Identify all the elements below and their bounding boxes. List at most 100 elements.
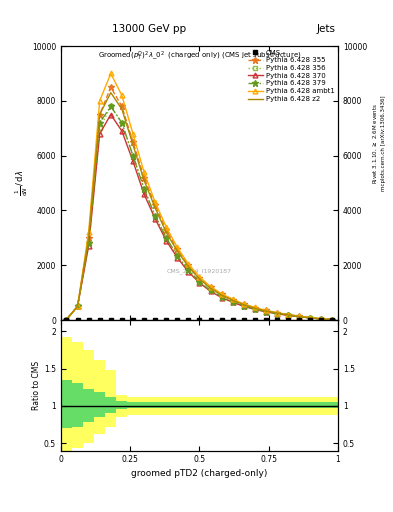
- Pythia 6.428 355: [219, 291, 224, 297]
- Pythia 6.428 379: [219, 294, 224, 300]
- Pythia 6.428 356: [330, 316, 335, 323]
- Pythia 6.428 355: [319, 315, 324, 322]
- Pythia 6.428 356: [208, 287, 213, 293]
- CMS: [275, 316, 279, 323]
- Pythia 6.428 379: [286, 312, 290, 318]
- Pythia 6.428 370: [252, 306, 257, 312]
- Pythia 6.428 370: [208, 288, 213, 294]
- CMS: [175, 316, 180, 323]
- Pythia 6.428 356: [164, 235, 169, 241]
- Pythia 6.428 z2: [208, 285, 213, 291]
- Pythia 6.428 356: [186, 267, 191, 273]
- Pythia 6.428 z2: [64, 316, 69, 323]
- CMS: [319, 316, 324, 323]
- CMS: [308, 316, 313, 323]
- Pythia 6.428 z2: [252, 305, 257, 311]
- Pythia 6.428 356: [286, 312, 290, 318]
- Pythia 6.428 370: [219, 294, 224, 301]
- Pythia 6.428 379: [252, 306, 257, 312]
- Pythia 6.428 ambt1: [186, 261, 191, 267]
- Text: Rivet 3.1.10, $\geq$ 2.6M events: Rivet 3.1.10, $\geq$ 2.6M events: [371, 103, 379, 184]
- Pythia 6.428 ambt1: [97, 98, 102, 104]
- Pythia 6.428 z2: [264, 308, 268, 314]
- Y-axis label: Ratio to CMS: Ratio to CMS: [32, 361, 41, 410]
- Pythia 6.428 355: [153, 202, 158, 208]
- Pythia 6.428 355: [197, 274, 202, 281]
- Pythia 6.428 ambt1: [208, 284, 213, 290]
- Pythia 6.428 ambt1: [75, 303, 80, 309]
- CMS: [230, 316, 235, 323]
- Pythia 6.428 379: [275, 310, 279, 316]
- Pythia 6.428 ambt1: [297, 313, 301, 319]
- Pythia 6.428 379: [308, 315, 313, 321]
- Pythia 6.428 370: [308, 315, 313, 321]
- Pythia 6.428 379: [97, 120, 102, 126]
- Pythia 6.428 379: [164, 235, 169, 241]
- Pythia 6.428 356: [219, 294, 224, 300]
- Pythia 6.428 379: [230, 298, 235, 305]
- CMS: [297, 316, 301, 323]
- Pythia 6.428 370: [86, 243, 91, 249]
- X-axis label: groomed pTD2 (charged-only): groomed pTD2 (charged-only): [131, 468, 268, 478]
- CMS: [108, 316, 113, 323]
- Pythia 6.428 356: [197, 279, 202, 285]
- Pythia 6.428 z2: [108, 90, 113, 96]
- CMS: [164, 316, 169, 323]
- Pythia 6.428 356: [64, 316, 69, 323]
- Pythia 6.428 355: [142, 175, 147, 181]
- Pythia 6.428 370: [64, 316, 69, 323]
- Pythia 6.428 356: [319, 316, 324, 322]
- Pythia 6.428 z2: [164, 229, 169, 236]
- CMS: [142, 316, 147, 323]
- Pythia 6.428 ambt1: [319, 315, 324, 322]
- Pythia 6.428 370: [330, 316, 335, 323]
- Pythia 6.428 370: [275, 311, 279, 317]
- Line: Pythia 6.428 379: Pythia 6.428 379: [63, 103, 336, 323]
- CMS: [97, 316, 102, 323]
- Pythia 6.428 355: [286, 311, 290, 317]
- Pythia 6.428 379: [86, 240, 91, 246]
- Pythia 6.428 379: [186, 267, 191, 273]
- Pythia 6.428 379: [142, 185, 147, 191]
- CMS: [219, 316, 224, 323]
- Pythia 6.428 379: [64, 316, 69, 323]
- Pythia 6.428 356: [142, 185, 147, 191]
- Pythia 6.428 z2: [86, 235, 91, 241]
- Pythia 6.428 379: [264, 309, 268, 315]
- Pythia 6.428 379: [175, 252, 180, 259]
- Pythia 6.428 ambt1: [330, 316, 335, 323]
- Pythia 6.428 ambt1: [230, 296, 235, 302]
- Pythia 6.428 379: [197, 279, 202, 285]
- Pythia 6.428 379: [208, 287, 213, 293]
- CMS: [252, 316, 257, 323]
- Pythia 6.428 z2: [130, 142, 135, 148]
- Pythia 6.428 355: [230, 296, 235, 303]
- Pythia 6.428 379: [153, 213, 158, 219]
- CMS: [208, 316, 213, 323]
- Line: Pythia 6.428 z2: Pythia 6.428 z2: [66, 93, 332, 319]
- Text: CMS_2014_I1920187: CMS_2014_I1920187: [167, 268, 232, 273]
- Pythia 6.428 355: [308, 314, 313, 321]
- Pythia 6.428 355: [75, 303, 80, 309]
- Pythia 6.428 355: [108, 84, 113, 90]
- Pythia 6.428 z2: [286, 312, 290, 318]
- Pythia 6.428 355: [97, 112, 102, 118]
- Pythia 6.428 ambt1: [264, 307, 268, 313]
- Pythia 6.428 ambt1: [286, 311, 290, 317]
- Pythia 6.428 z2: [175, 248, 180, 254]
- CMS: [286, 316, 290, 323]
- Line: Pythia 6.428 355: Pythia 6.428 355: [63, 84, 336, 323]
- Pythia 6.428 379: [319, 316, 324, 322]
- Pythia 6.428 356: [308, 315, 313, 321]
- Pythia 6.428 370: [164, 238, 169, 244]
- Pythia 6.428 356: [241, 303, 246, 309]
- CMS: [64, 316, 69, 323]
- Pythia 6.428 356: [252, 306, 257, 312]
- Pythia 6.428 ambt1: [241, 301, 246, 307]
- Pythia 6.428 370: [264, 309, 268, 315]
- Pythia 6.428 ambt1: [119, 92, 124, 98]
- CMS: [119, 316, 124, 323]
- Pythia 6.428 370: [153, 216, 158, 222]
- Pythia 6.428 z2: [186, 264, 191, 270]
- Pythia 6.428 356: [108, 103, 113, 110]
